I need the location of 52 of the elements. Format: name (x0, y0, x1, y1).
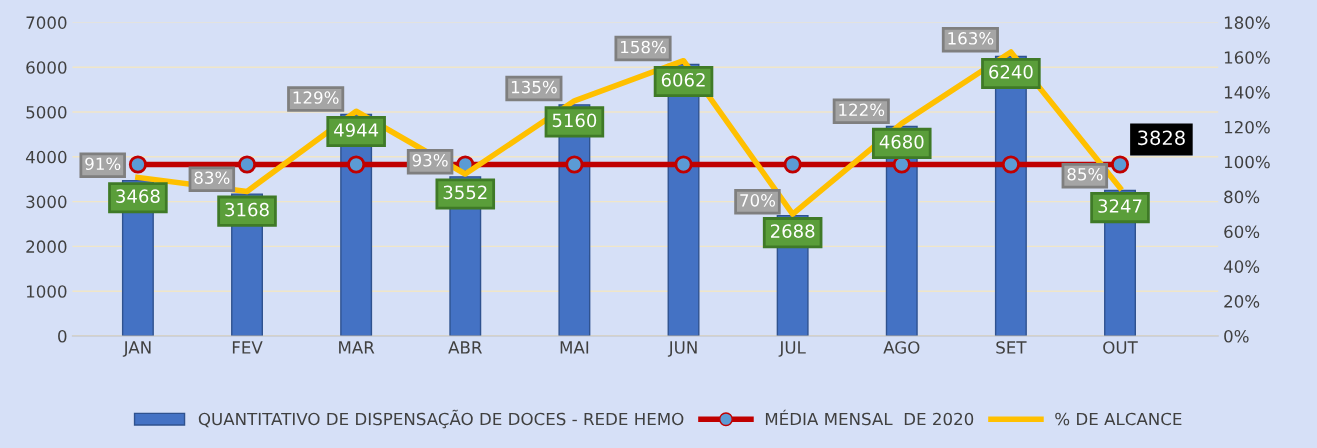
y-tick-label: 7000 (26, 16, 67, 29)
y2-tick-label: 80% (1224, 190, 1260, 204)
data-label: 3168 (225, 202, 269, 217)
x-tick-label: OUT (1103, 341, 1138, 354)
y2-tick-label: 140% (1224, 86, 1270, 99)
data-label: 135% (511, 80, 557, 94)
y2-tick-label: 120% (1224, 120, 1270, 134)
y-tick-label: 4000 (25, 150, 67, 164)
data-label: 3552 (443, 185, 487, 200)
data-label: 91% (85, 157, 121, 171)
data-label: 5160 (552, 113, 597, 128)
x-tick-label: FEV (232, 341, 263, 354)
y2-tick-label: 100% (1224, 155, 1270, 169)
y-tick-label: 1000 (26, 285, 67, 298)
x-tick-label: ABR (448, 341, 483, 354)
data-label: 3468 (116, 189, 160, 203)
data-label: 3828 (1138, 130, 1185, 146)
y2-tick-label: 20% (1224, 295, 1260, 308)
legend-label: % DE ALCANCE (1055, 412, 1182, 426)
data-label: 3247 (1098, 199, 1142, 213)
x-tick-label: SET (996, 341, 1027, 354)
x-tick-label: JUL (778, 341, 806, 357)
x-tick-label: JUN (667, 341, 697, 357)
data-label: 85% (1067, 167, 1103, 181)
data-label: 129% (293, 91, 339, 104)
y2-tick-label: 60% (1224, 225, 1260, 239)
y2-tick-label: 0% (1224, 329, 1249, 343)
data-label: 6240 (989, 65, 1033, 79)
y2-tick-label: 40% (1223, 260, 1260, 273)
data-label: 93% (412, 153, 448, 167)
data-label: 83% (194, 171, 230, 184)
data-label: 6062 (661, 73, 705, 87)
x-tick-label: AGO (883, 341, 920, 354)
data-label: 4680 (879, 134, 924, 149)
legend-label: MÉDIA MENSAL DE 2020 (765, 409, 974, 426)
y-tick-label: 0 (58, 329, 67, 343)
y-tick-label: 2000 (26, 240, 67, 253)
y-tick-label: 6000 (26, 61, 67, 74)
x-tick-label: MAI (560, 341, 589, 354)
x-tick-label: JAN (122, 341, 151, 357)
y2-tick-label: 180% (1224, 16, 1270, 29)
data-label: 70% (740, 194, 776, 207)
y-tick-label: 3000 (26, 195, 67, 209)
x-tick-label: MAR (339, 341, 375, 354)
data-label: 2688 (770, 224, 815, 238)
y-tick-label: 5000 (26, 105, 67, 119)
y2-tick-label: 160% (1224, 51, 1270, 64)
legend-label: QUANTITATIVO DE DISPENSAÇÃO DE DOCES - REDE HEMO (198, 409, 684, 429)
data-label: 122% (839, 103, 885, 117)
data-label: 163% (948, 32, 994, 45)
data-label: 4944 (334, 123, 379, 137)
data-label: 158% (621, 40, 666, 54)
